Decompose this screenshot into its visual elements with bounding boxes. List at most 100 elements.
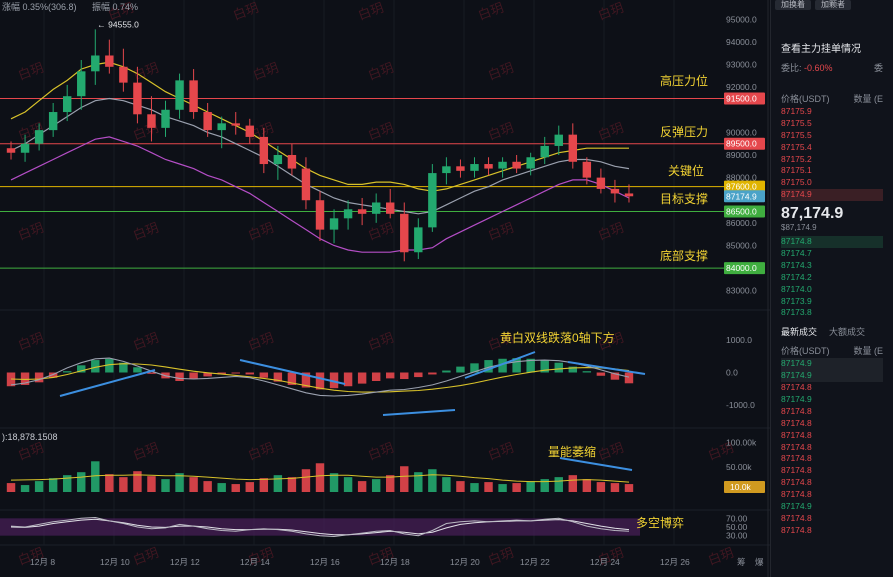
trade-row[interactable]: 87174.9	[781, 370, 883, 383]
bid-row[interactable]: 87173.8	[781, 307, 812, 318]
ask-row[interactable]: 87175.4	[781, 141, 812, 152]
macd-bar	[301, 372, 311, 388]
annot-rebound-pressure: 反弹压力	[660, 125, 709, 139]
macd-bar	[540, 360, 549, 373]
candle-body	[175, 80, 184, 110]
bid-row[interactable]: 87174.8	[781, 236, 883, 249]
macd-bar	[386, 372, 395, 379]
ask-row[interactable]: 87175.5	[781, 129, 812, 140]
volume-bar	[554, 477, 563, 492]
panel-button-1[interactable]: 加换着	[775, 0, 811, 10]
candle-body	[624, 193, 634, 197]
volume-bar	[386, 475, 395, 492]
rsi-axis-tick: 70.00	[726, 513, 748, 523]
volume-bar	[568, 475, 578, 492]
trade-row[interactable]: 87174.8	[781, 524, 812, 535]
candle-body	[610, 188, 620, 194]
candle-body	[371, 202, 381, 214]
ask-row[interactable]: 87175.9	[781, 106, 812, 116]
macd-bar	[259, 372, 269, 378]
ask-row[interactable]: 87175.0	[781, 177, 812, 188]
macd-bar	[175, 372, 184, 381]
trade-row[interactable]: 87174.8	[781, 477, 812, 488]
bid-row[interactable]: 87174.7	[781, 248, 812, 259]
volume-bar	[119, 477, 128, 492]
trades-header: 价格(USDT) 数量 (E	[771, 342, 893, 358]
bid-row[interactable]: 87174.2	[781, 271, 812, 282]
trade-row[interactable]: 87174.9	[781, 501, 812, 512]
volume-bar	[400, 466, 409, 492]
trade-row[interactable]: 87174.8	[781, 512, 812, 523]
volume-bar	[147, 476, 156, 492]
macd-bar	[245, 372, 254, 375]
price-axis-tick: 92000.0	[726, 82, 757, 92]
annot-bottom-support: 底部支撑	[660, 249, 709, 263]
macd-bar	[428, 372, 437, 375]
trade-tabs: 最新成交 大额成交	[771, 319, 893, 342]
volume-bar	[582, 479, 592, 492]
x-axis-tick: 12月 12	[170, 557, 200, 567]
ask-row[interactable]: 87175.5	[781, 117, 812, 128]
macd-bar	[357, 372, 367, 384]
volume-bar	[133, 471, 142, 492]
ask-row[interactable]: 87174.9	[781, 189, 883, 202]
level-tag	[724, 262, 765, 275]
volume-bar	[62, 475, 72, 492]
candle-body	[512, 161, 521, 169]
volume-bar	[34, 481, 44, 492]
macd-bar	[287, 372, 297, 385]
macd-bar	[315, 372, 325, 390]
volume-bar	[470, 483, 479, 492]
volume-bar	[456, 481, 465, 492]
macd-bar	[484, 360, 493, 373]
volume-bar	[301, 469, 311, 492]
volume-bar	[287, 477, 297, 492]
trade-row[interactable]: 87174.8	[781, 405, 812, 416]
panel-buttons: 加换着 加颗者	[771, 0, 893, 14]
macd-bar	[526, 358, 535, 373]
macd-bar	[119, 362, 128, 373]
tab-large-trades[interactable]: 大额成交	[829, 327, 866, 338]
candle-body	[343, 209, 353, 219]
bid-row[interactable]: 87174.3	[781, 259, 812, 270]
trade-row[interactable]: 87174.8	[781, 453, 812, 464]
candle-body	[568, 134, 578, 162]
panel-title[interactable]: 查看主力挂单情况	[781, 44, 861, 55]
ask-row[interactable]: 87175.1	[781, 165, 812, 176]
volume-bar	[91, 461, 100, 492]
volume-axis-tick: 10.0k	[730, 482, 752, 492]
macd-bar	[147, 372, 156, 374]
panel-button-2[interactable]: 加颗者	[815, 0, 851, 10]
trade-row[interactable]: 87174.8	[781, 417, 812, 428]
trade-row[interactable]: 87174.8	[781, 465, 812, 476]
rsi-line-a	[10, 516, 630, 538]
last-price-usd: $87,174.9	[781, 223, 817, 233]
macd-bar	[20, 372, 30, 385]
bid-row[interactable]: 87174.0	[781, 283, 812, 294]
trade-row[interactable]: 87174.9	[781, 358, 883, 371]
trend-arrow	[559, 457, 633, 471]
trade-row[interactable]: 87174.8	[781, 382, 812, 393]
trade-row[interactable]: 87174.9	[781, 394, 812, 405]
volume-bar	[414, 472, 423, 492]
macd-bar	[456, 366, 465, 373]
trade-row[interactable]: 87174.8	[781, 429, 812, 440]
bid-row[interactable]: 87173.9	[781, 295, 812, 306]
trend-arrow	[464, 351, 536, 379]
rsi-axis-tick: 50.00	[726, 522, 748, 532]
tab-latest-trades[interactable]: 最新成交	[781, 327, 818, 338]
candle-body	[245, 125, 254, 137]
volume-axis-tick: 100.00k	[726, 437, 757, 447]
level-tag	[724, 92, 765, 105]
macd-axis-tick: 1000.0	[726, 335, 752, 345]
volume-bar	[315, 463, 325, 492]
trade-row[interactable]: 87174.8	[781, 489, 812, 500]
candle-body	[147, 114, 156, 128]
chart-area[interactable]: 白玥 白玥 白玥 白玥 白玥 白玥 白玥 白玥 白玥 白玥 白玥 白玥 白玥 白玥 白玥 白玥 白玥 白玥 白玥 白玥…	[0, 0, 770, 577]
candle-body	[386, 202, 395, 214]
ask-row[interactable]: 87175.2	[781, 153, 812, 164]
price-axis-tick: 90000.0	[726, 127, 757, 137]
trade-row[interactable]: 87174.8	[781, 441, 812, 452]
